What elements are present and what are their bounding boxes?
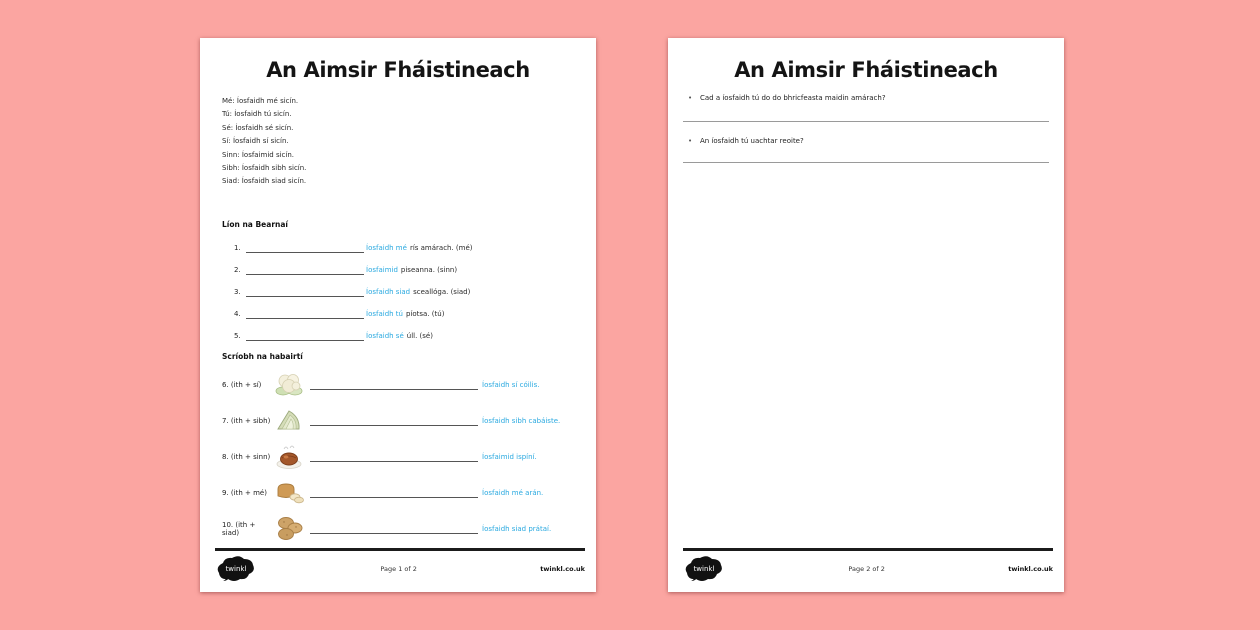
writing-line — [683, 121, 1049, 122]
item-number: 10. — [222, 520, 234, 529]
conjugation-line: Sé: Íosfaidh sé sicín. — [222, 123, 294, 132]
write-sentence-row: 6. (ith + sí) Íosfaidh sí cóilis. — [222, 367, 574, 403]
item-hint: 8. (ith + sinn) — [222, 453, 274, 461]
write-sentence-row: 8. (ith + sinn) Íosfaimid ispíní. — [222, 439, 574, 475]
page-title: An Aimsir Fháistineach — [734, 58, 998, 82]
item-number: 4. — [234, 309, 241, 318]
cabbage-icon — [274, 407, 310, 435]
answer-blank-line — [246, 331, 364, 341]
footer-divider — [683, 548, 1053, 551]
fill-blanks-list: 1. Íosfaidh mé rís amárach. (mé) 2. Íosf… — [234, 237, 596, 347]
hint-text: (ith + sí) — [230, 380, 262, 389]
answer-text: Íosfaimid ispíní. — [482, 452, 537, 461]
bread-icon — [274, 479, 310, 507]
hint-text: (ith + sinn) — [230, 452, 271, 461]
conjugation-line: Sí: Íosfaidh sí sicín. — [222, 137, 289, 146]
writing-line — [683, 162, 1049, 163]
answer-text: Íosfaidh mé arán. — [482, 488, 544, 497]
answer-text: Íosfaidh sé — [366, 331, 404, 340]
conjugation-list: Mé: Íosfaidh mé sicín. Tú: Íosfaidh tú s… — [222, 95, 596, 189]
write-sentence-row: 7. (ith + sibh) Íosfaidh sibh cabáiste. — [222, 403, 574, 439]
answer-text: Íosfaidh siad prátaí. — [482, 524, 552, 533]
sentence-rest: píotsa. (tú) — [405, 309, 445, 318]
answer-blank-line — [246, 243, 364, 253]
page-number: Page 2 of 2 — [848, 565, 885, 573]
item-hint: 10. (ith + siad) — [222, 521, 274, 537]
page-number: Page 1 of 2 — [380, 565, 417, 573]
conjugation-line: Siad: Íosfaidh siad sicín. — [222, 177, 307, 186]
item-hint: 7. (ith + sibh) — [222, 417, 274, 425]
write-sentences-heading: Scríobh na habairtí — [222, 351, 303, 361]
page-footer: twinkl Page 2 of 2 twinkl.co.uk — [683, 554, 1053, 584]
answer-text: Íosfaidh mé — [366, 243, 407, 252]
answer-blank-line — [310, 380, 478, 390]
sentence-rest: sceallóga. (siad) — [413, 287, 471, 296]
fill-blank-row: 3. Íosfaidh siad sceallóga. (siad) — [234, 281, 596, 303]
bullet-icon: • — [688, 137, 693, 145]
fill-blank-row: 1. Íosfaidh mé rís amárach. (mé) — [234, 237, 596, 259]
conjugation-line: Tú: Íosfaidh tú sicín. — [222, 110, 292, 119]
roast-meat-icon — [274, 443, 310, 471]
sentence-rest: úll. (sé) — [406, 331, 433, 340]
answer-blank-line — [246, 309, 364, 319]
conjugation-line: Sinn: Íosfaimid sicín. — [222, 150, 295, 159]
write-sentence-row: 9. (ith + mé) Íosfaidh mé arán. — [222, 475, 574, 511]
potatoes-icon — [274, 514, 310, 544]
question-text: An íosfaidh tú uachtar reoite? — [700, 137, 804, 145]
page-title: An Aimsir Fháistineach — [266, 58, 530, 82]
write-sentences-list: 6. (ith + sí) Íosfaidh sí cóilis. 7. (it… — [222, 367, 574, 547]
question-row: • An íosfaidh tú uachtar reoite? — [688, 137, 1044, 145]
worksheet-page-2: An Aimsir Fháistineach • Cad a íosfaidh … — [668, 38, 1064, 592]
item-number: 8. — [222, 452, 229, 461]
answer-text: Íosfaidh sí cóilis. — [482, 380, 540, 389]
answer-blank-line — [310, 524, 478, 534]
answer-blank-line — [310, 488, 478, 498]
item-number: 2. — [234, 265, 241, 274]
answer-blank-line — [310, 416, 478, 426]
twinkl-logo-text: twinkl — [226, 565, 247, 573]
item-number: 1. — [234, 243, 241, 252]
write-sentence-row: 10. (ith + siad) Íosfaidh siad prátaí. — [222, 511, 574, 547]
worksheet-page-1: An Aimsir Fháistineach Mé: Íosfaidh mé s… — [200, 38, 596, 592]
answer-blank-line — [310, 452, 478, 462]
hint-text: (ith + sibh) — [230, 416, 271, 425]
fill-blank-row: 4. Íosfaidh tú píotsa. (tú) — [234, 303, 596, 325]
answer-text: Íosfaimid — [366, 265, 398, 274]
item-number: 7. — [222, 416, 229, 425]
question-text: Cad a íosfaidh tú do do bhricfeasta maid… — [700, 94, 886, 102]
item-hint: 9. (ith + mé) — [222, 489, 274, 497]
hint-text: (ith + mé) — [230, 488, 267, 497]
bullet-icon: • — [688, 94, 693, 102]
answer-blank-line — [246, 265, 364, 275]
conjugation-line: Mé: Íosfaidh mé sicín. — [222, 97, 299, 105]
item-hint: 6. (ith + sí) — [222, 381, 274, 389]
footer-divider — [215, 548, 585, 551]
answer-text: Íosfaidh siad — [366, 287, 411, 296]
fill-blanks-heading: Líon na Bearnaí — [222, 219, 288, 229]
sentence-rest: piseanna. (sinn) — [400, 265, 458, 274]
sentence-rest: rís amárach. (mé) — [409, 243, 473, 252]
site-label: twinkl.co.uk — [1008, 565, 1053, 573]
answer-blank-line — [246, 287, 364, 297]
item-number: 6. — [222, 380, 229, 389]
conjugation-line: Sibh: Íosfaidh sibh sicín. — [222, 164, 307, 173]
page-footer: twinkl Page 1 of 2 twinkl.co.uk — [215, 554, 585, 584]
item-number: 3. — [234, 287, 241, 296]
cauliflower-icon — [274, 371, 310, 399]
item-number: 9. — [222, 488, 229, 497]
site-label: twinkl.co.uk — [540, 565, 585, 573]
twinkl-logo-text: twinkl — [694, 565, 715, 573]
twinkl-logo: twinkl — [215, 554, 257, 584]
twinkl-logo: twinkl — [683, 554, 725, 584]
fill-blank-row: 5. Íosfaidh sé úll. (sé) — [234, 325, 596, 347]
item-number: 5. — [234, 331, 241, 340]
hint-text: (ith + siad) — [222, 520, 256, 537]
answer-text: Íosfaidh sibh cabáiste. — [482, 416, 561, 425]
answer-text: Íosfaidh tú — [366, 309, 403, 318]
question-row: • Cad a íosfaidh tú do do bhricfeasta ma… — [688, 94, 1044, 102]
fill-blank-row: 2. Íosfaimid piseanna. (sinn) — [234, 259, 596, 281]
